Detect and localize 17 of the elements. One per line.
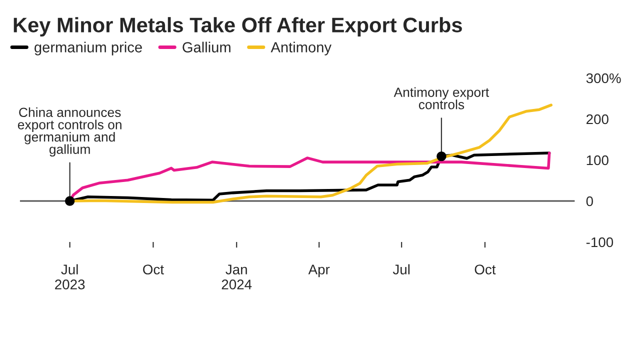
y-tick-label: 0 bbox=[586, 196, 593, 206]
y-tick-label: 200 bbox=[586, 114, 608, 124]
x-tick-label: Jul bbox=[392, 264, 410, 274]
chart-title: Key Minor Metals Take Off After Export Curbs bbox=[14, 17, 462, 37]
x-tick-label: Oct bbox=[143, 264, 164, 274]
annotation: China announces export controls on germanium and gallium bbox=[18, 107, 122, 157]
y-tick-label: -100 bbox=[586, 237, 614, 248]
legend-label: Antimony bbox=[270, 42, 332, 56]
legend-label: germanium price bbox=[34, 42, 142, 56]
x-tick-label: Jan 2024 bbox=[222, 264, 252, 290]
x-tick-label: Jul 2023 bbox=[55, 264, 85, 290]
x-tick-label: Apr bbox=[308, 264, 330, 278]
y-tick-label: 100 bbox=[586, 155, 608, 166]
legend-label: Gallium bbox=[182, 42, 230, 52]
annotation: Antimony export controls bbox=[394, 87, 490, 110]
x-tick-label: Oct bbox=[474, 264, 496, 274]
y-tick-label: 300% bbox=[586, 73, 621, 84]
